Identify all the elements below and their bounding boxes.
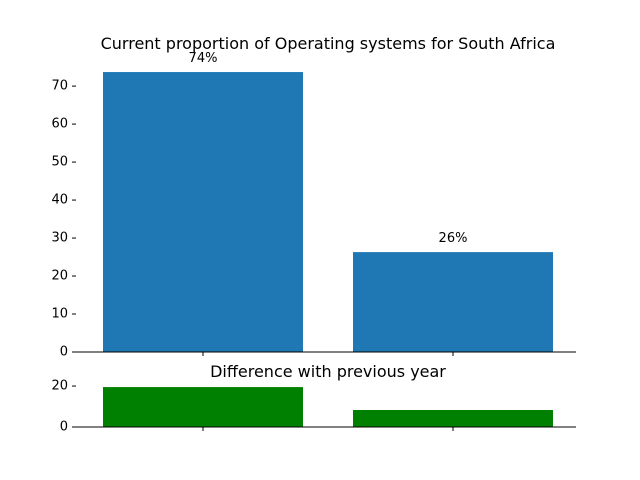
value-label: 26% — [439, 231, 468, 246]
y-tick-label: 20 — [51, 379, 68, 394]
chart-title: Current proportion of Operating systems … — [101, 34, 556, 53]
chart-title: Difference with previous year — [210, 362, 446, 381]
y-tick-label: 60 — [51, 117, 68, 132]
y-tick-label: 50 — [51, 155, 68, 170]
value-label: 74% — [189, 51, 218, 66]
y-tick-label: 30 — [51, 231, 68, 246]
y-tick-label: 0 — [60, 420, 68, 435]
y-tick-label: 70 — [51, 79, 68, 94]
y-tick-label: 0 — [60, 345, 68, 360]
y-tick-label: 40 — [51, 193, 68, 208]
bar — [353, 410, 553, 427]
y-tick-label: 20 — [51, 269, 68, 284]
bar — [103, 72, 303, 352]
bar — [103, 387, 303, 427]
y-tick-label: 10 — [51, 307, 68, 322]
bar — [353, 252, 553, 352]
